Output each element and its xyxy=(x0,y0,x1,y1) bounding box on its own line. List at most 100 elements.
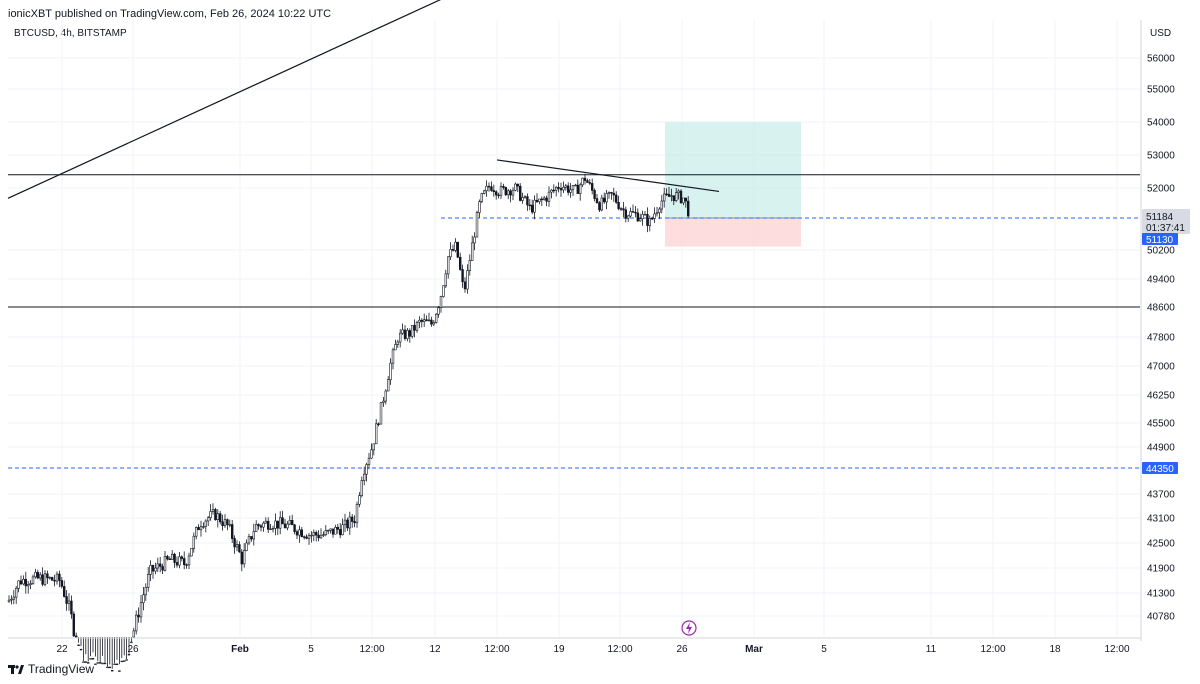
candle xyxy=(504,186,507,197)
candle xyxy=(295,529,299,540)
candle xyxy=(463,277,467,293)
candle-body-up xyxy=(641,214,644,219)
candle-body-down xyxy=(634,211,637,214)
candle xyxy=(605,189,608,210)
tradingview-branding[interactable]: TradingView xyxy=(8,662,94,676)
candle-body-down xyxy=(530,204,534,213)
candle xyxy=(648,215,652,232)
candle xyxy=(156,557,159,573)
candle-body-down xyxy=(377,423,380,425)
candle xyxy=(634,206,637,218)
candle xyxy=(518,183,522,202)
candle xyxy=(679,189,683,204)
candle-body-down xyxy=(70,600,73,615)
candle xyxy=(542,195,546,201)
candle-body-up xyxy=(382,400,385,403)
candle-body-down xyxy=(463,281,467,290)
price-scale[interactable]: USD 56000 55000 54000 53000 52000 50200 49400 48… xyxy=(1142,28,1190,623)
candle xyxy=(682,197,685,206)
candle xyxy=(403,325,407,341)
currency-label: USD xyxy=(1150,28,1171,39)
candle-body-down xyxy=(300,529,303,537)
candle xyxy=(307,532,311,545)
candle-body-down xyxy=(238,544,241,553)
candle-body-up xyxy=(17,580,20,589)
candle-body-down xyxy=(36,572,40,579)
candle-body-down xyxy=(545,197,548,202)
position-zone[interactable] xyxy=(665,122,801,247)
candle-body-up xyxy=(142,594,145,603)
candle-body-up xyxy=(202,526,205,528)
candle-body-up xyxy=(271,527,275,530)
candle-body-down xyxy=(598,202,601,211)
candle-body-up xyxy=(310,534,313,537)
candle-body-up xyxy=(319,534,323,539)
candle-body-up xyxy=(132,630,135,638)
candle xyxy=(353,515,356,528)
support-price-box[interactable] xyxy=(1142,462,1178,474)
candle-body-up xyxy=(473,236,476,244)
time-axis[interactable]: 22 26 Feb 5 12:00 12 12:00 19 12:00 26 Mar 5 11 12:00… xyxy=(56,644,1130,655)
candle xyxy=(458,252,462,271)
time-tick-label: 19 xyxy=(553,644,565,655)
symbol-legend[interactable]: BTCUSD, 4h, BITSTAMP xyxy=(14,28,127,39)
candle xyxy=(82,637,85,663)
candle xyxy=(41,567,44,587)
candle xyxy=(499,182,503,199)
time-tick-label: 12:00 xyxy=(607,644,632,655)
candle xyxy=(151,564,155,579)
candle-body-down xyxy=(602,197,606,203)
candle xyxy=(223,514,227,528)
candle xyxy=(600,194,604,212)
event-marker[interactable] xyxy=(681,620,697,636)
candle-body-down xyxy=(41,574,44,585)
candle xyxy=(468,254,471,276)
candle-body-up xyxy=(192,535,195,549)
candle-body-down xyxy=(60,580,64,587)
candle xyxy=(550,189,553,199)
candle-body-up xyxy=(439,296,443,308)
candle xyxy=(638,213,642,222)
candle xyxy=(22,575,25,586)
countdown-label: 01:37:41 xyxy=(1146,223,1185,234)
candle-body-up xyxy=(125,659,128,661)
ascending-trendline[interactable] xyxy=(7,0,617,199)
candle xyxy=(187,552,191,569)
candle-body-up xyxy=(264,520,267,524)
price-tick-label: 41300 xyxy=(1147,589,1175,600)
candle xyxy=(226,518,229,531)
candle xyxy=(665,188,668,196)
candle xyxy=(286,521,289,531)
candle xyxy=(684,197,688,208)
candle-body-down xyxy=(281,517,284,525)
candle-body-up xyxy=(55,573,59,582)
candle xyxy=(396,339,399,348)
candle-body-up xyxy=(288,519,291,525)
candle xyxy=(454,238,457,253)
candle-body-up xyxy=(243,550,246,565)
candle xyxy=(7,595,11,603)
entry-price-box[interactable] xyxy=(1142,233,1178,245)
candle xyxy=(490,181,493,192)
candle-body-down xyxy=(622,208,625,211)
candle xyxy=(365,462,368,482)
candle xyxy=(686,196,690,218)
descending-trendline[interactable] xyxy=(496,159,720,193)
price-tick-label: 53000 xyxy=(1147,151,1175,162)
candle-body-up xyxy=(120,660,124,663)
drawn-lines[interactable] xyxy=(7,0,1140,469)
candle xyxy=(622,201,625,217)
lightning-icon[interactable] xyxy=(681,620,697,636)
candle-body-up xyxy=(370,449,373,459)
candle xyxy=(317,530,320,542)
candle xyxy=(266,517,270,533)
candle xyxy=(415,320,419,333)
candle xyxy=(670,188,673,202)
time-tick-label: 26 xyxy=(676,644,688,655)
candle xyxy=(372,443,375,456)
current-price-box[interactable] xyxy=(1142,209,1190,234)
stop-loss-zone[interactable] xyxy=(665,217,801,247)
candle xyxy=(235,540,239,552)
candle-body-up xyxy=(12,596,15,600)
